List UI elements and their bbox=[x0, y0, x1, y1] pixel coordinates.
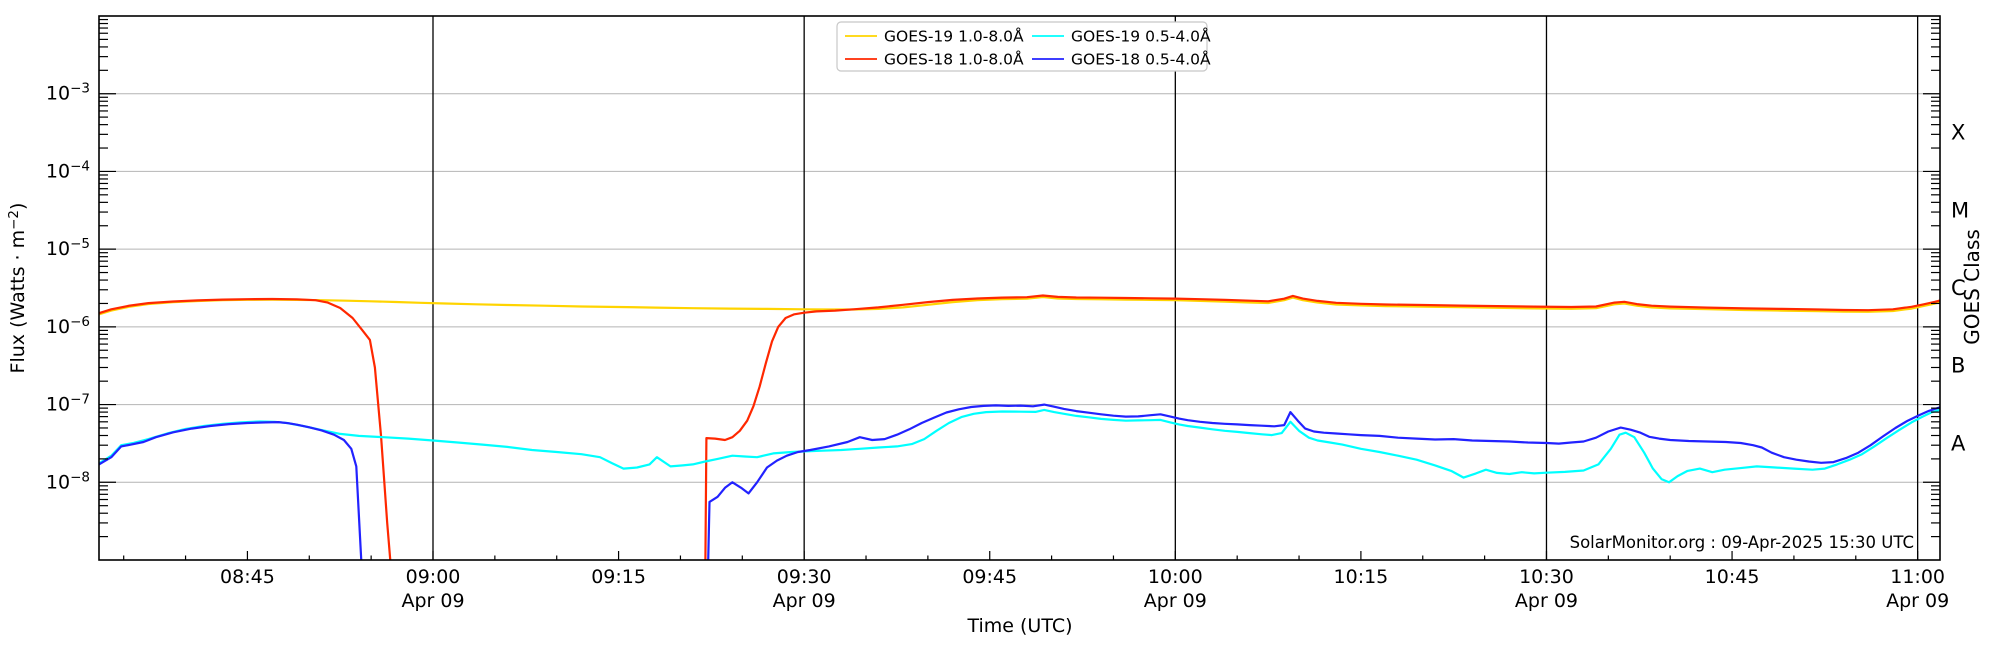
goes-class-label: A bbox=[1951, 431, 1966, 455]
goes-class-label: M bbox=[1951, 198, 1969, 222]
y-axis-title: Flux (Watts · m−2) bbox=[6, 203, 29, 374]
x-tick-label: 10:00 bbox=[1148, 566, 1203, 588]
series-goes18-long bbox=[704, 294, 1940, 560]
x-date-label: Apr 09 bbox=[773, 590, 836, 612]
x-tick-label: 10:30 bbox=[1519, 566, 1574, 588]
x-tick-label: 10:45 bbox=[1705, 566, 1760, 588]
series-goes18-short bbox=[707, 403, 1940, 560]
y-tick-label: 10−4 bbox=[46, 158, 90, 182]
legend-label: GOES-18 1.0-8.0Å bbox=[884, 50, 1024, 69]
goes-class-label: B bbox=[1951, 354, 1965, 378]
x-tick-label: 08:45 bbox=[220, 566, 275, 588]
y-tick-label: 10−5 bbox=[46, 236, 90, 260]
watermark-text: SolarMonitor.org : 09-Apr-2025 15:30 UTC bbox=[1570, 533, 1914, 552]
x-tick-label: 09:45 bbox=[962, 566, 1017, 588]
x-date-label: Apr 09 bbox=[401, 590, 464, 612]
x-date-label: Apr 09 bbox=[1144, 590, 1207, 612]
x-date-label: Apr 09 bbox=[1886, 590, 1949, 612]
series-goes19-long bbox=[99, 295, 1940, 316]
y-tick-label: 10−8 bbox=[46, 469, 90, 493]
y-tick-label: 10−6 bbox=[46, 314, 90, 338]
goes-class-label: C bbox=[1951, 276, 1966, 300]
series-goes18-long bbox=[99, 297, 392, 560]
legend-label: GOES-18 0.5-4.0Å bbox=[1071, 50, 1211, 69]
goes-class-label: X bbox=[1951, 121, 1965, 145]
x-tick-label: 09:00 bbox=[406, 566, 461, 588]
x-tick-label: 09:15 bbox=[591, 566, 646, 588]
right-axis-title: GOES Class bbox=[1960, 229, 1984, 345]
legend-box bbox=[836, 21, 1208, 72]
x-date-label: Apr 09 bbox=[1515, 590, 1578, 612]
y-tick-label: 10−7 bbox=[46, 392, 90, 416]
x-tick-label: 09:30 bbox=[777, 566, 832, 588]
x-tick-label: 10:15 bbox=[1334, 566, 1389, 588]
series-goes18-short bbox=[99, 421, 363, 560]
legend-label: GOES-19 0.5-4.0Å bbox=[1071, 27, 1211, 46]
legend-label: GOES-19 1.0-8.0Å bbox=[884, 27, 1024, 46]
x-tick-label: 11:00 bbox=[1890, 566, 1945, 588]
series-goes19-short bbox=[99, 408, 1940, 484]
y-tick-label: 10−3 bbox=[46, 81, 90, 105]
x-axis-title: Time (UTC) bbox=[966, 615, 1072, 637]
plot-border bbox=[98, 15, 1941, 561]
